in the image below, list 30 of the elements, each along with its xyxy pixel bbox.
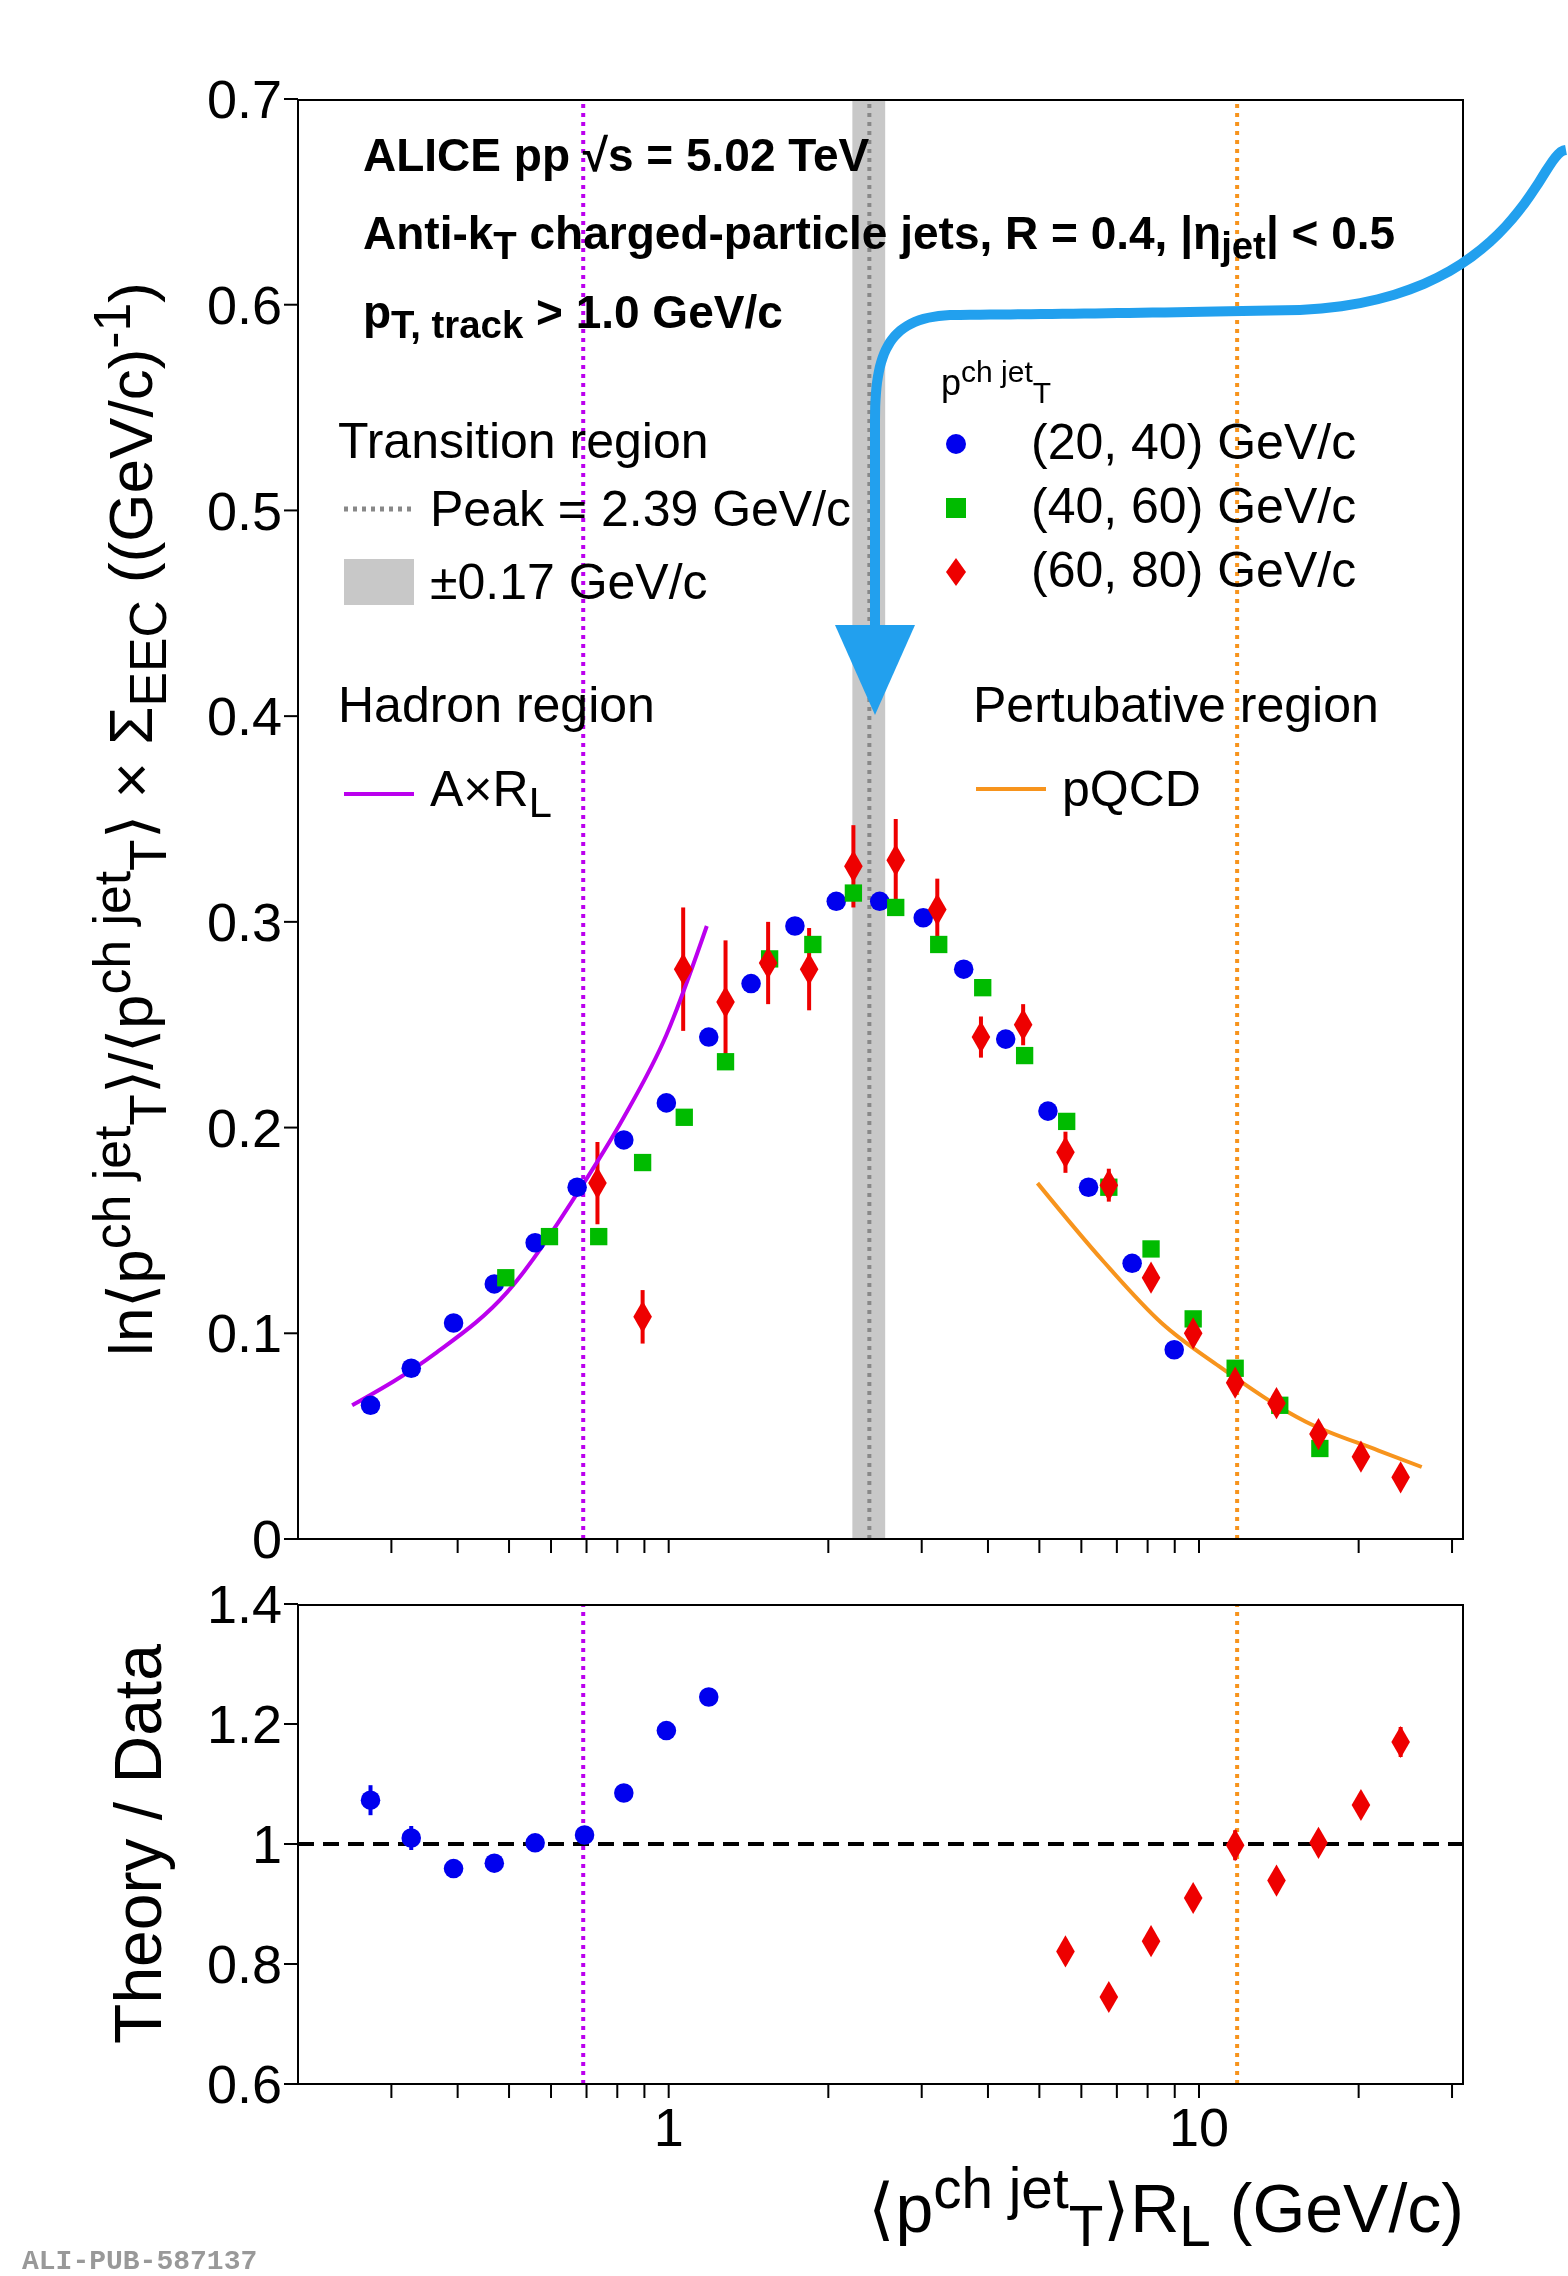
y-tick-label: 1.4	[206, 1574, 282, 1635]
band-label: ±0.17 GeV/c	[430, 553, 708, 611]
annotation: ALICE pp √s = 5.02 TeV	[363, 128, 870, 182]
y-tick-label: 0.6	[206, 2054, 282, 2115]
y-tick-label: 0	[251, 1509, 282, 1570]
y-tick-label: 1.2	[206, 1694, 282, 1755]
ref-line-label: Peak = 2.39 GeV/c	[430, 480, 852, 538]
y-axis-title: Theory / Data	[100, 1644, 176, 2044]
y-tick-label: 1	[251, 1814, 282, 1875]
annotation: p$_{T, track}$ > 1.0 GeV/c	[363, 285, 783, 348]
y-tick-label: 0.3	[206, 892, 282, 953]
y-tick-label: 0.6	[206, 274, 282, 335]
legend-label: (60, 80) GeV/c	[1031, 541, 1357, 600]
y-tick-label: 0.5	[206, 480, 282, 541]
annotation: Transition region	[338, 412, 709, 470]
y-tick-label: 0.1	[206, 1303, 282, 1364]
legend-label: A×R$_{L}$	[430, 760, 552, 827]
y-tick-label: 0.4	[206, 686, 282, 747]
y-tick-label: 0.8	[206, 1934, 282, 1995]
legend-label: pQCD	[1062, 760, 1201, 818]
annotation: Pertubative region	[973, 676, 1379, 734]
x-axis-title: ⟨p$^{ch jet}$$_{T}$⟩R$_{L}$ (GeV/c)	[868, 2156, 1464, 2260]
y-tick-label: 0.2	[206, 1097, 282, 1158]
legend-label: (40, 60) GeV/c	[1031, 477, 1357, 536]
annotation: Hadron region	[338, 676, 655, 734]
y-tick-label: 0.7	[206, 69, 282, 130]
text: ALI-PUB-587137	[22, 2246, 258, 2276]
annotation: Anti-k$_{T}$ charged-particle jets, R = 0.4, |η$_{jet}$| < 0.5	[363, 206, 1396, 269]
legend-label: (20, 40) GeV/c	[1031, 413, 1357, 472]
x-tick-label: 10	[1168, 2097, 1230, 2158]
